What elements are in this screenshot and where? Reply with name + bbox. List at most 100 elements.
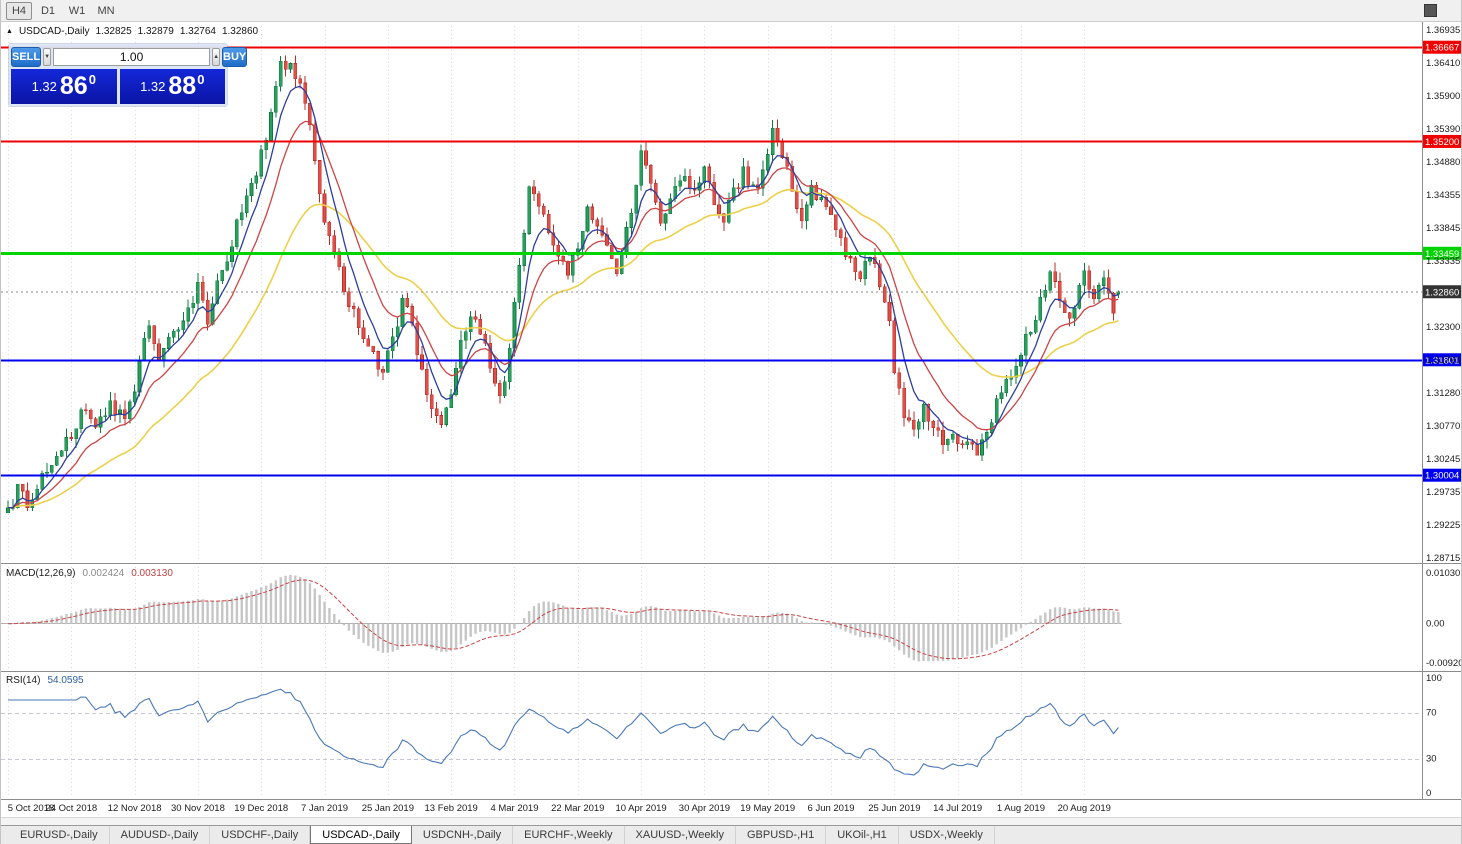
window-button-icon[interactable] [1424, 4, 1437, 17]
svg-text:25 Jan 2019: 25 Jan 2019 [362, 803, 414, 814]
tab-xauusd-weekly[interactable]: XAUUSD-,Weekly [625, 826, 736, 844]
svg-text:1.35900: 1.35900 [1426, 91, 1460, 102]
sell-price-display[interactable]: 1.32 86 0 [11, 69, 117, 104]
svg-text:14 Jul 2019: 14 Jul 2019 [933, 803, 982, 814]
svg-text:1.31801: 1.31801 [1425, 355, 1459, 366]
level-price-tag [1423, 40, 1461, 54]
svg-text:1.36667: 1.36667 [1425, 43, 1459, 54]
timeframe-button-d1[interactable]: D1 [35, 2, 61, 20]
axes: 1.366671.352001.334591.318011.300041.328… [1, 22, 1461, 800]
macd-plot [1, 574, 1122, 662]
open-value: 1.32825 [95, 26, 132, 37]
low-value: 1.32764 [179, 26, 216, 37]
svg-text:1.29225: 1.29225 [1426, 520, 1460, 531]
price-axis-labels: 1.36935 1.36410 1.35900 1.35390 1.34880 1.343… [1426, 25, 1460, 564]
svg-text:19 Dec 2018: 19 Dec 2018 [234, 803, 288, 814]
macd-title: MACD(12,26,9) [6, 568, 76, 579]
svg-text:4 Mar 2019: 4 Mar 2019 [490, 803, 538, 814]
svg-text:5 Oct 2018: 5 Oct 2018 [8, 803, 54, 814]
tab-eurchf-weekly[interactable]: EURCHF-,Weekly [513, 826, 625, 844]
level-price-tag [1423, 353, 1461, 367]
svg-text:100: 100 [1426, 673, 1442, 684]
buy-button[interactable]: BUY [222, 46, 248, 67]
svg-text:12 Nov 2018: 12 Nov 2018 [108, 803, 162, 814]
level-lines [1, 46, 1422, 477]
buy-price-display[interactable]: 1.32 88 0 [119, 69, 225, 104]
rsi-header: RSI(14) 54.0595 [6, 675, 84, 686]
tab-usdcad-daily[interactable]: USDCAD-,Daily [310, 826, 412, 844]
tab-ukoil-h1[interactable]: UKOil-,H1 [826, 826, 899, 844]
svg-text:1.30004: 1.30004 [1425, 471, 1459, 482]
svg-text:70: 70 [1426, 708, 1437, 719]
candlesticks [6, 55, 1121, 514]
sell-button[interactable]: SELL [11, 46, 42, 67]
svg-text:1.32860: 1.32860 [1425, 287, 1459, 298]
svg-text:1.31790: 1.31790 [1426, 355, 1460, 366]
horizontal-scrollbar[interactable] [1, 817, 1461, 825]
svg-text:22 Mar 2019: 22 Mar 2019 [551, 803, 604, 814]
svg-text:30 Nov 2018: 30 Nov 2018 [171, 803, 225, 814]
symbol-label: USDCAD-,Daily [18, 26, 90, 37]
toolbar-right [1424, 4, 1437, 17]
svg-text:1.29735: 1.29735 [1426, 487, 1460, 498]
svg-text:25 Jun 2019: 25 Jun 2019 [868, 803, 920, 814]
moving-averages [8, 85, 1119, 509]
svg-text:1.36935: 1.36935 [1426, 25, 1460, 36]
svg-text:1.35390: 1.35390 [1426, 124, 1460, 135]
volume-decrease-button[interactable]: ▼ [43, 47, 52, 66]
tab-usdchf-daily[interactable]: USDCHF-,Daily [210, 826, 311, 844]
rsi-axis-labels: 100 70 30 0 [1426, 673, 1442, 799]
svg-text:1.30770: 1.30770 [1426, 421, 1460, 432]
macd-signal-value: 0.003130 [131, 568, 173, 579]
timeframe-toolbar: H4 D1 W1 MN [1, 0, 1461, 22]
price-chart[interactable]: 1.366671.352001.334591.318011.300041.328… [1, 22, 1462, 817]
tab-usdcnh-daily[interactable]: USDCNH-,Daily [412, 826, 514, 844]
rsi-current-value: 54.0595 [47, 675, 84, 686]
chart-ohlc-header: ▲ USDCAD-,Daily 1.32825 1.32879 1.32764 … [6, 26, 258, 37]
macd-main-value: 0.002424 [82, 568, 125, 579]
svg-text:0: 0 [1426, 788, 1431, 799]
rsi-plot [1, 688, 1422, 776]
sell-price-fraction: 0 [88, 72, 96, 87]
buy-price-pips: 88 [168, 72, 197, 100]
svg-text:1.31280: 1.31280 [1426, 388, 1460, 399]
tab-usdx-weekly[interactable]: USDX-,Weekly [899, 826, 995, 844]
svg-text:0.010301: 0.010301 [1426, 568, 1462, 579]
svg-text:20 Aug 2019: 20 Aug 2019 [1058, 803, 1111, 814]
collapse-panel-icon[interactable]: ▲ [6, 28, 13, 35]
rsi-title: RSI(14) [6, 675, 41, 686]
svg-text:1.28715: 1.28715 [1426, 553, 1460, 564]
volume-input[interactable] [53, 47, 211, 66]
level-price-tag [1423, 468, 1461, 482]
timeframe-button-w1[interactable]: W1 [64, 2, 90, 20]
svg-text:1.36410: 1.36410 [1426, 58, 1460, 69]
timeframe-buttons: H4 D1 W1 MN [6, 1, 122, 20]
svg-text:1 Aug 2019: 1 Aug 2019 [997, 803, 1045, 814]
svg-text:13 Feb 2019: 13 Feb 2019 [424, 803, 477, 814]
tab-gbpusd-h1[interactable]: GBPUSD-,H1 [736, 826, 827, 844]
svg-text:1.34355: 1.34355 [1426, 190, 1460, 201]
buy-price-fraction: 0 [197, 72, 205, 87]
timeframe-button-h4[interactable]: H4 [6, 2, 32, 20]
chart-region: 1.36667 1.35200 1.33459 1.31801 1.30004 1.328… [1, 22, 1462, 817]
svg-text:1.30245: 1.30245 [1426, 454, 1460, 465]
svg-text:6 Jun 2019: 6 Jun 2019 [808, 803, 855, 814]
level-price-tag [1423, 134, 1461, 148]
svg-text:0.00: 0.00 [1426, 619, 1445, 630]
high-value: 1.32879 [137, 26, 174, 37]
tab-audusd-daily[interactable]: AUDUSD-,Daily [110, 826, 211, 844]
level-price-tag [1423, 285, 1461, 299]
tab-eurusd-daily[interactable]: EURUSD-,Daily [9, 826, 110, 844]
svg-text:1.33459: 1.33459 [1425, 249, 1459, 260]
macd-axis-labels: 0.010301 0.00 -0.009203 [1426, 568, 1462, 669]
sell-price-base: 1.32 [31, 79, 57, 94]
svg-text:30 Apr 2019: 30 Apr 2019 [679, 803, 730, 814]
level-price-tag [1423, 246, 1461, 260]
svg-text:24 Oct 2018: 24 Oct 2018 [45, 803, 97, 814]
timeframe-button-mn[interactable]: MN [93, 2, 119, 20]
volume-increase-button[interactable]: ▲ [212, 47, 221, 66]
svg-text:30: 30 [1426, 754, 1437, 765]
svg-text:1.32300: 1.32300 [1426, 322, 1460, 333]
